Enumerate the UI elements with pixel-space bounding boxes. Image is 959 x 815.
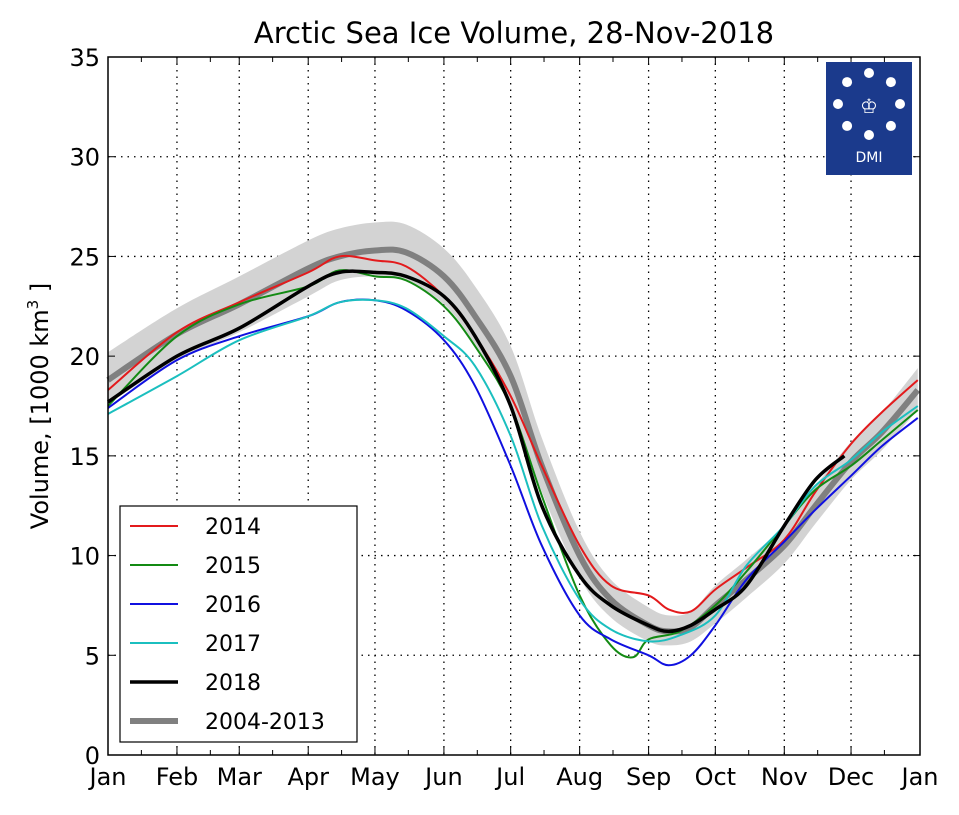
y-tick-label: 5 xyxy=(85,642,100,670)
x-tick-label: Apr xyxy=(287,763,329,791)
legend-box xyxy=(119,505,358,743)
x-tick-label: Mar xyxy=(217,763,262,791)
x-tick-label: May xyxy=(350,763,400,791)
series-lines xyxy=(106,246,921,667)
legend-label: 2018 xyxy=(205,671,261,696)
logo-dot xyxy=(895,99,905,109)
y-tick-label: 10 xyxy=(69,543,100,571)
series-line-2004-2013 xyxy=(106,246,921,635)
legend-label: 2014 xyxy=(205,515,261,540)
logo-dot xyxy=(864,130,874,140)
logo-dot xyxy=(885,120,896,131)
logo-dot xyxy=(864,68,874,78)
y-tick-label: 20 xyxy=(69,343,100,371)
legend: 2014 2015 2016 2017 2018 2004-2013 xyxy=(119,505,358,743)
x-tick-label: Jun xyxy=(423,763,463,791)
x-tick-label: Aug xyxy=(556,763,603,791)
y-axis-label-end: ] xyxy=(26,283,54,300)
logo-dot xyxy=(842,120,853,131)
legend-label: 2016 xyxy=(205,593,261,618)
chart-title: Arctic Sea Ice Volume, 28-Nov-2018 xyxy=(254,16,774,50)
x-tick-label: Nov xyxy=(761,763,808,791)
y-tick-label: 25 xyxy=(69,243,100,271)
logo-dots xyxy=(833,68,905,140)
x-tick-label: Feb xyxy=(156,763,199,791)
x-tick-label: Oct xyxy=(695,763,737,791)
logo-dot xyxy=(833,99,843,109)
plot-frame xyxy=(107,56,921,756)
y-tick-label: 35 xyxy=(69,44,100,72)
legend-label: 2015 xyxy=(205,554,261,579)
y-tick-label: 30 xyxy=(69,144,100,172)
x-tick-label: Jan xyxy=(88,763,127,791)
logo-dot xyxy=(842,77,853,88)
y-axis-label-superscript: 3 xyxy=(24,300,42,310)
x-tick-label: Dec xyxy=(828,763,874,791)
axis-ticks: 0 5 10 15 20 25 30 35 Jan Feb Mar Apr May Jun Jul Aug Se… xyxy=(69,44,938,791)
y-tick-label: 15 xyxy=(69,443,100,471)
y-axis-label-text: Volume, [1000 km xyxy=(26,309,54,529)
y-axis-label: Volume, [1000 km3 ] xyxy=(24,283,54,529)
series-line-2014 xyxy=(107,254,919,614)
dmi-logo: ♔ DMI xyxy=(826,62,912,175)
x-tick-label: Jan xyxy=(900,763,939,791)
legend-label: 2004-2013 xyxy=(205,710,325,735)
legend-label: 2017 xyxy=(205,632,261,657)
crown-icon: ♔ xyxy=(860,94,878,118)
series-line-2018 xyxy=(107,269,846,634)
logo-dot xyxy=(885,77,896,88)
x-tick-label: Sep xyxy=(626,763,671,791)
y-tick-label: 0 xyxy=(85,742,100,770)
logo-text: DMI xyxy=(856,150,883,166)
x-tick-label: Jul xyxy=(494,763,525,791)
